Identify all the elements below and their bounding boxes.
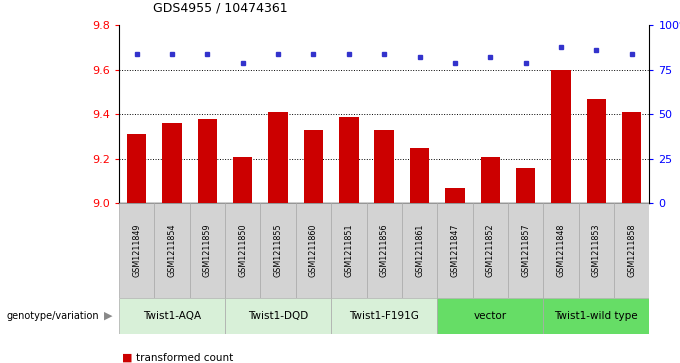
Text: vector: vector	[474, 311, 507, 321]
Bar	[543, 298, 649, 334]
Bar	[225, 298, 331, 334]
Bar	[331, 203, 367, 298]
Bar	[339, 117, 358, 203]
Bar	[198, 119, 217, 203]
Bar	[304, 130, 323, 203]
Bar	[508, 203, 543, 298]
Text: GSM1211848: GSM1211848	[556, 224, 566, 277]
Text: genotype/variation: genotype/variation	[7, 311, 99, 321]
Bar	[445, 188, 464, 203]
Bar	[375, 130, 394, 203]
Bar	[225, 203, 260, 298]
Bar	[551, 70, 571, 203]
Bar	[190, 203, 225, 298]
Bar	[410, 148, 429, 203]
Bar	[543, 203, 579, 298]
Bar	[233, 156, 252, 203]
Bar	[269, 112, 288, 203]
Bar	[437, 203, 473, 298]
Text: GSM1211856: GSM1211856	[379, 224, 389, 277]
Bar	[154, 203, 190, 298]
Text: ▶: ▶	[103, 311, 112, 321]
Text: Twist1-DQD: Twist1-DQD	[248, 311, 308, 321]
Bar	[473, 203, 508, 298]
Text: GSM1211847: GSM1211847	[450, 224, 460, 277]
Bar	[119, 203, 154, 298]
Text: GSM1211859: GSM1211859	[203, 224, 212, 277]
Bar	[437, 298, 543, 334]
Text: GSM1211849: GSM1211849	[132, 224, 141, 277]
Text: GSM1211852: GSM1211852	[486, 224, 495, 277]
Bar	[119, 298, 225, 334]
Bar	[481, 156, 500, 203]
Text: GDS4955 / 10474361: GDS4955 / 10474361	[153, 1, 288, 15]
Bar	[402, 203, 437, 298]
Text: GSM1211850: GSM1211850	[238, 224, 248, 277]
Bar	[622, 112, 641, 203]
Bar	[163, 123, 182, 203]
Bar	[579, 203, 614, 298]
Text: GSM1211858: GSM1211858	[627, 224, 636, 277]
Bar	[587, 99, 606, 203]
Text: GSM1211857: GSM1211857	[521, 224, 530, 277]
Text: GSM1211861: GSM1211861	[415, 224, 424, 277]
Text: Twist1-F191G: Twist1-F191G	[350, 311, 419, 321]
Text: GSM1211860: GSM1211860	[309, 224, 318, 277]
Text: GSM1211853: GSM1211853	[592, 224, 601, 277]
Bar	[367, 203, 402, 298]
Text: ■: ■	[122, 352, 133, 363]
Bar	[127, 134, 146, 203]
Text: GSM1211855: GSM1211855	[273, 224, 283, 277]
Bar	[331, 298, 437, 334]
Bar	[614, 203, 649, 298]
Bar	[296, 203, 331, 298]
Text: GSM1211854: GSM1211854	[167, 224, 177, 277]
Text: GSM1211851: GSM1211851	[344, 224, 354, 277]
Text: Twist1-AQA: Twist1-AQA	[143, 311, 201, 321]
Bar	[260, 203, 296, 298]
Text: Twist1-wild type: Twist1-wild type	[555, 311, 638, 321]
Text: transformed count: transformed count	[136, 352, 233, 363]
Bar	[516, 168, 535, 203]
